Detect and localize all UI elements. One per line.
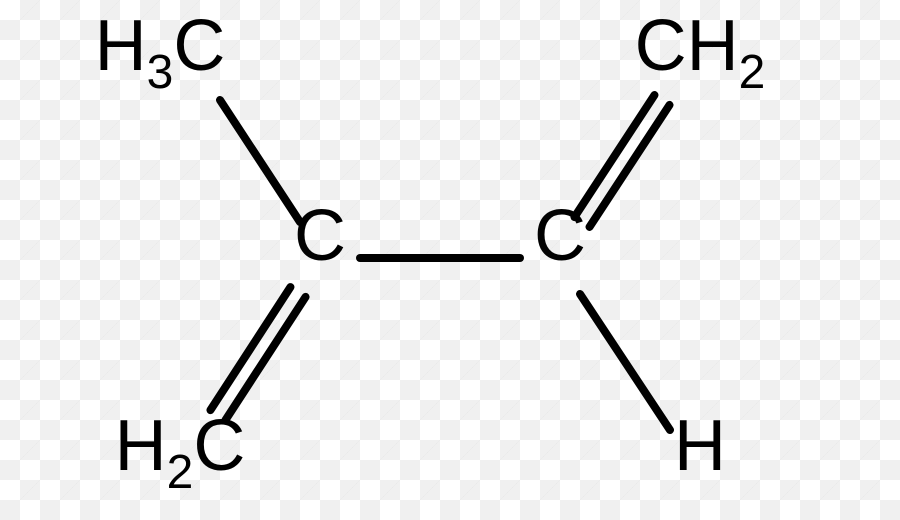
atom-h2c_bl: H2C [115,406,246,499]
bond-cright-h [580,294,670,430]
atom-h3c_tl: H3C [95,6,226,99]
bond-cleft-h2c=db [210,287,305,420]
atom-ch2_tr: CH2 [635,6,766,99]
atom-c_right: C [534,196,586,276]
diagram-canvas: H3CCH2CCH2CH [0,0,900,520]
molecule-svg: H3CCH2CCH2CH [0,0,900,520]
bond-cleft-h3c [220,100,300,222]
atom-c_left: C [294,196,346,276]
atom-h_br: H [674,406,726,486]
bonds-layer [210,95,670,430]
bond-cright-ch2=db [574,95,669,227]
